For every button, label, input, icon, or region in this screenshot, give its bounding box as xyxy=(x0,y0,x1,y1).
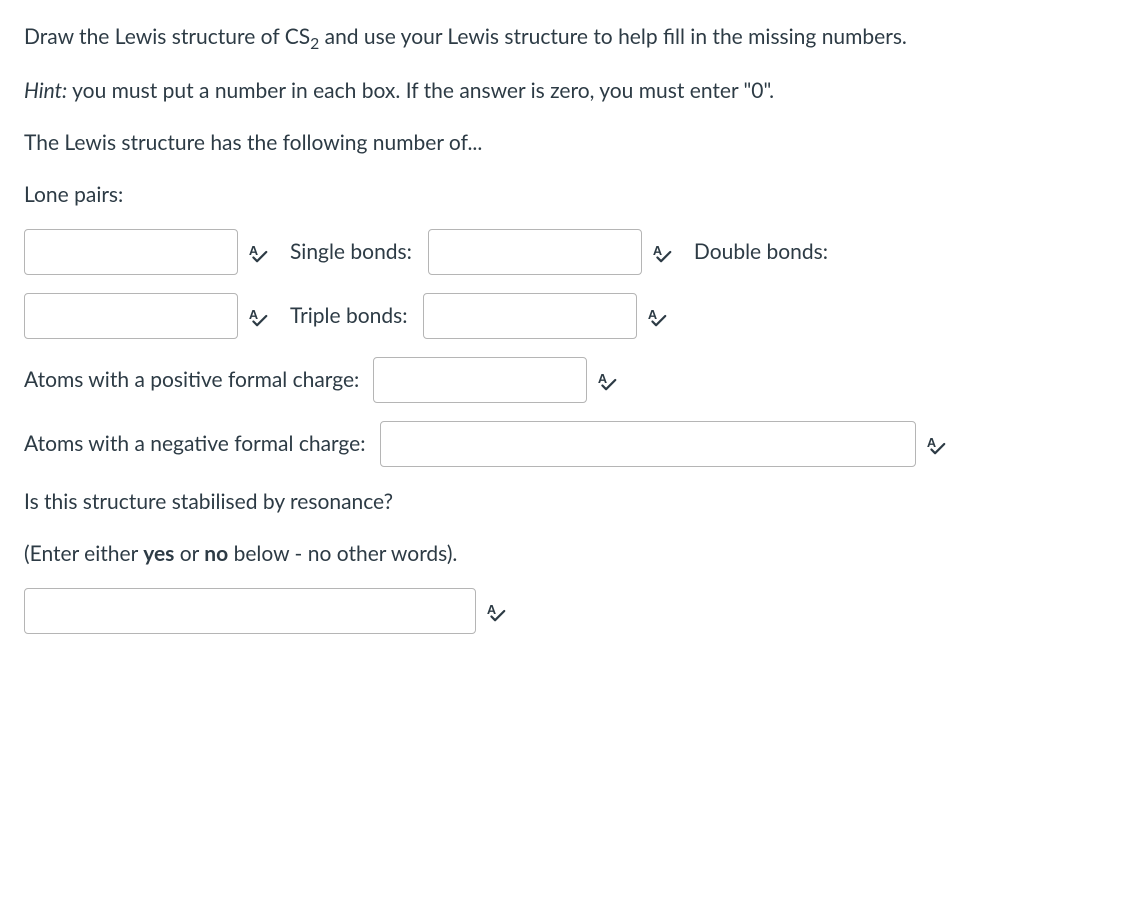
hint-line: Hint: you must put a number in each box.… xyxy=(24,74,1108,108)
row-positive-fc: Atoms with a positive formal charge: xyxy=(24,357,1108,403)
resonance-input[interactable] xyxy=(24,588,476,634)
negative-fc-label: Atoms with a negative formal charge: xyxy=(24,427,366,461)
lone-pairs-label: Lone pairs: xyxy=(24,178,1108,212)
row-bonds-2: Triple bonds: xyxy=(24,293,1108,339)
double-bonds-input[interactable] xyxy=(24,293,238,339)
positive-fc-label: Atoms with a positive formal charge: xyxy=(24,363,359,397)
negative-fc-input[interactable] xyxy=(380,421,916,467)
question-intro: Draw the Lewis structure of CS2 and use … xyxy=(24,20,1108,56)
spellcheck-icon xyxy=(482,597,510,625)
positive-fc-input[interactable] xyxy=(373,357,587,403)
resonance-hint-2: below - no other words). xyxy=(228,541,457,566)
hint-text: you must put a number in each box. If th… xyxy=(67,78,774,103)
lone-pairs-input[interactable] xyxy=(24,229,238,275)
triple-bonds-label: Triple bonds: xyxy=(290,299,407,333)
row-bonds-1: Single bonds: Double bonds: xyxy=(24,229,1108,275)
spellcheck-icon xyxy=(593,366,621,394)
resonance-hint-no: no xyxy=(204,541,228,566)
intro-text-1: Draw the Lewis structure of CS xyxy=(24,24,310,49)
resonance-question: Is this structure stabilised by resonanc… xyxy=(24,485,1108,519)
resonance-hint-yes: yes xyxy=(143,541,174,566)
row-negative-fc: Atoms with a negative formal charge: xyxy=(24,421,1108,467)
spellcheck-icon xyxy=(643,302,671,330)
spellcheck-icon xyxy=(244,302,272,330)
single-bonds-input[interactable] xyxy=(428,229,642,275)
spellcheck-icon xyxy=(648,238,676,266)
spellcheck-icon xyxy=(244,238,272,266)
double-bonds-label: Double bonds: xyxy=(694,235,828,269)
triple-bonds-input[interactable] xyxy=(423,293,637,339)
resonance-hint-1: (Enter either xyxy=(24,541,143,566)
single-bonds-label: Single bonds: xyxy=(290,235,412,269)
intro-subscript: 2 xyxy=(310,34,319,53)
intro-text-2: and use your Lewis structure to help fil… xyxy=(319,24,907,49)
resonance-hint: (Enter either yes or no below - no other… xyxy=(24,537,1108,571)
spellcheck-icon xyxy=(922,430,950,458)
resonance-hint-or: or xyxy=(174,541,204,566)
row-resonance xyxy=(24,588,1108,634)
hint-label: Hint: xyxy=(24,78,67,103)
following-text: The Lewis structure has the following nu… xyxy=(24,126,1108,160)
